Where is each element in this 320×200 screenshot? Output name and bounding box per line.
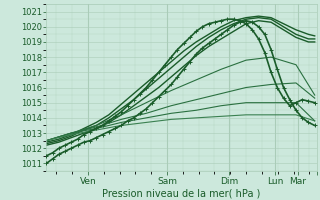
X-axis label: Pression niveau de la mer( hPa ): Pression niveau de la mer( hPa )	[102, 188, 261, 198]
